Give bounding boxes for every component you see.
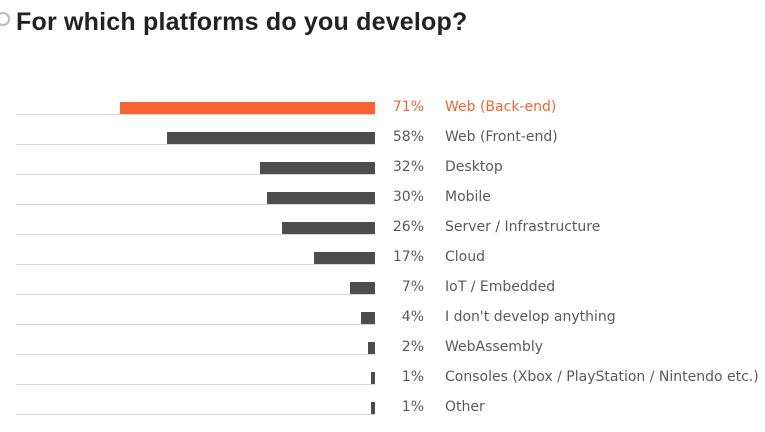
category-label: IoT / Embedded bbox=[445, 279, 556, 295]
bar bbox=[313, 252, 375, 264]
bar-row: 2% WebAssembly bbox=[0, 338, 765, 368]
bar bbox=[281, 222, 375, 234]
bar-row: 4% I don't develop anything bbox=[0, 308, 765, 338]
value-label: 7% bbox=[401, 279, 424, 295]
value-label: 4% bbox=[401, 309, 424, 325]
bar-row: 71% Web (Back-end) bbox=[0, 98, 765, 128]
value-label: 2% bbox=[401, 339, 424, 355]
bar-row: 30% Mobile bbox=[0, 188, 765, 218]
category-label: Server / Infrastructure bbox=[445, 219, 601, 235]
bar-track bbox=[16, 114, 375, 115]
bar-track bbox=[16, 174, 375, 175]
bar-track bbox=[16, 234, 375, 235]
value-label: 1% bbox=[401, 369, 424, 385]
bar bbox=[166, 132, 375, 144]
bar bbox=[371, 372, 375, 384]
bar bbox=[367, 342, 375, 354]
bar-row: 32% Desktop bbox=[0, 158, 765, 188]
bar-track bbox=[16, 414, 375, 415]
bar-track bbox=[16, 324, 375, 325]
bar-track bbox=[16, 144, 375, 145]
bar-row: 17% Cloud bbox=[0, 248, 765, 278]
pin-icon bbox=[0, 12, 10, 26]
value-label: 26% bbox=[392, 219, 424, 235]
category-label: I don't develop anything bbox=[445, 309, 616, 325]
bar bbox=[360, 312, 375, 324]
value-label: 71% bbox=[392, 99, 424, 115]
value-label: 30% bbox=[392, 189, 424, 205]
bar bbox=[371, 402, 375, 414]
bar-track bbox=[16, 384, 375, 385]
bar-row: 58% Web (Front-end) bbox=[0, 128, 765, 158]
bar bbox=[120, 102, 375, 114]
bar-track bbox=[16, 264, 375, 265]
bar-row: 1% Other bbox=[0, 398, 765, 428]
bar-row: 7% IoT / Embedded bbox=[0, 278, 765, 308]
bar-track bbox=[16, 204, 375, 205]
bar-track bbox=[16, 354, 375, 355]
category-label: Desktop bbox=[445, 159, 503, 175]
category-label: Cloud bbox=[445, 249, 485, 265]
category-label: Consoles (Xbox / PlayStation / Nintendo … bbox=[445, 369, 759, 385]
value-label: 1% bbox=[401, 399, 424, 415]
category-label: Web (Back-end) bbox=[445, 99, 557, 115]
bar bbox=[267, 192, 375, 204]
value-label: 17% bbox=[392, 249, 424, 265]
value-label: 32% bbox=[392, 159, 424, 175]
bar bbox=[349, 282, 375, 294]
chart-title: For which platforms do you develop? bbox=[16, 8, 468, 36]
value-label: 58% bbox=[392, 129, 424, 145]
category-label: Web (Front-end) bbox=[445, 129, 558, 145]
bar-row: 26% Server / Infrastructure bbox=[0, 218, 765, 248]
bar-track bbox=[16, 294, 375, 295]
category-label: WebAssembly bbox=[445, 339, 543, 355]
category-label: Other bbox=[445, 399, 485, 415]
category-label: Mobile bbox=[445, 189, 491, 205]
bar bbox=[260, 162, 375, 174]
bar-row: 1% Consoles (Xbox / PlayStation / Nintend… bbox=[0, 368, 765, 398]
